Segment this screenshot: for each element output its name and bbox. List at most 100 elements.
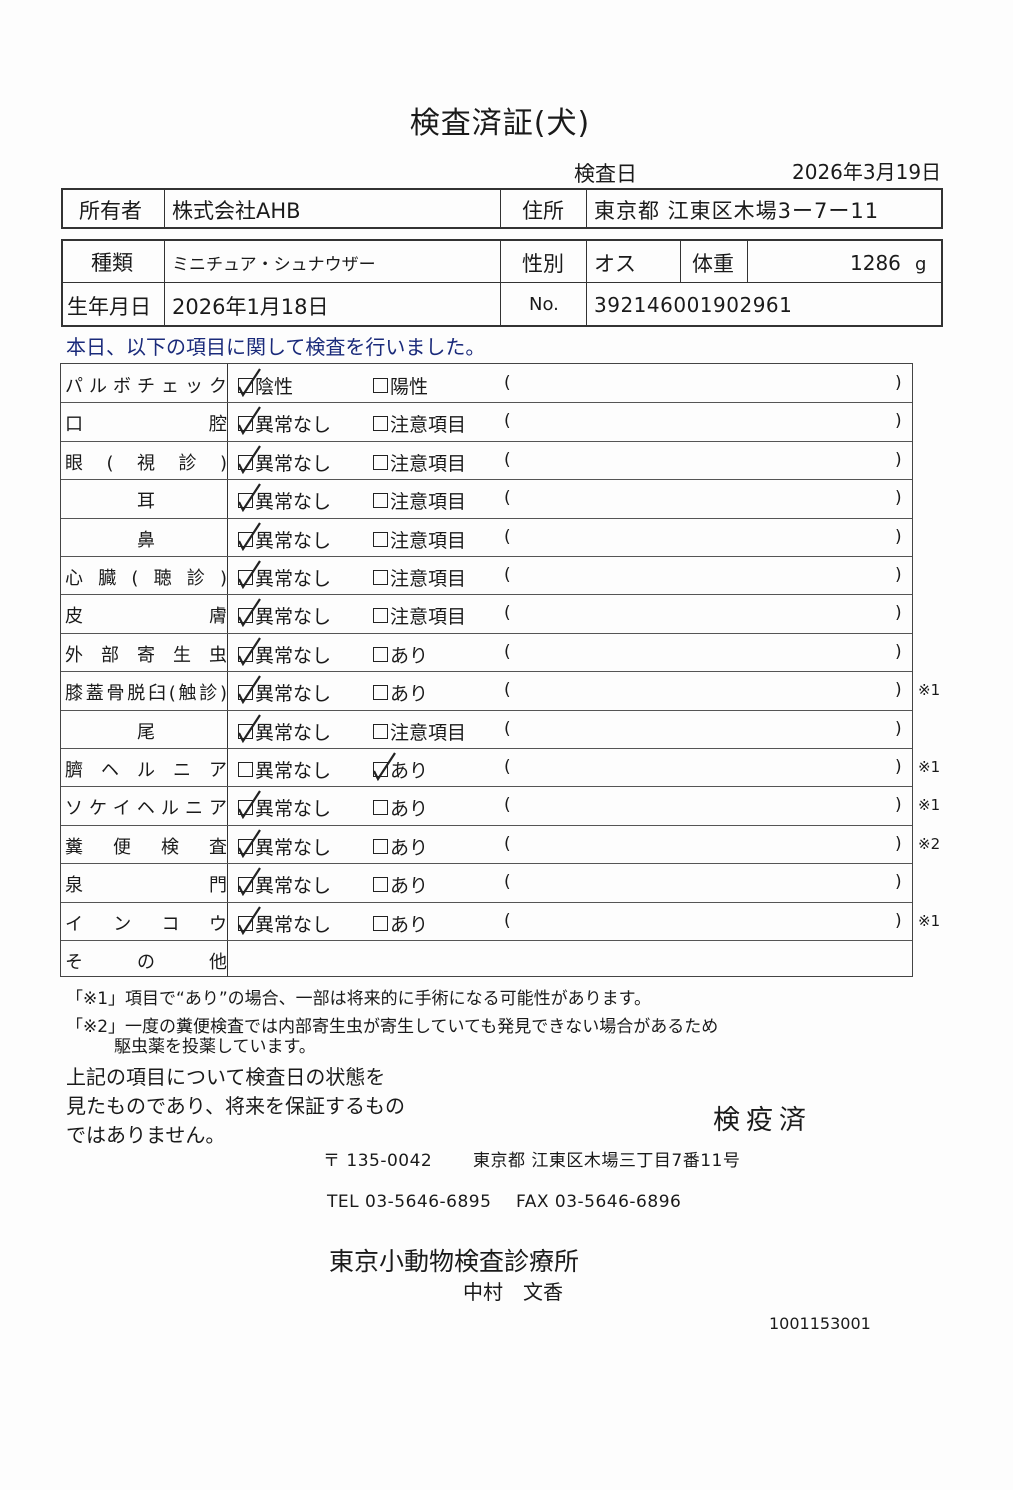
remarks-open-paren: ( bbox=[504, 488, 511, 509]
remarks-close-paren: ) bbox=[895, 411, 902, 432]
footnote-1: 「※1」項目で“あり”の場合、一部は将来的に手術になる可能性があります。 bbox=[66, 989, 651, 1009]
exam-row: 口腔 異常なし 注意項目 () bbox=[61, 402, 912, 442]
check-mark-icon bbox=[238, 713, 261, 743]
remarks-close-paren: ) bbox=[895, 795, 902, 816]
other-label: その他 bbox=[65, 952, 227, 973]
exam-row: 鼻 異常なし 注意項目 () bbox=[61, 518, 912, 557]
option-normal[interactable]: 異常なし bbox=[238, 560, 331, 591]
option-abnormal[interactable]: 注意項目 bbox=[373, 564, 466, 591]
checkbox[interactable] bbox=[238, 675, 261, 705]
exam-item-label: 外部寄生虫 bbox=[65, 644, 227, 666]
option-abnormal[interactable]: 陽性 bbox=[373, 372, 428, 399]
option-abnormal[interactable]: あり bbox=[373, 752, 429, 783]
checkbox[interactable] bbox=[373, 531, 388, 547]
checkbox[interactable] bbox=[238, 637, 261, 666]
remarks-close-paren: ) bbox=[895, 565, 902, 585]
checkbox[interactable] bbox=[373, 877, 388, 893]
option-abnormal[interactable]: 注意項目 bbox=[373, 526, 466, 553]
checkbox[interactable] bbox=[373, 378, 388, 393]
checkbox[interactable] bbox=[238, 713, 261, 743]
option-label: 異常なし bbox=[255, 875, 332, 898]
checkbox[interactable] bbox=[238, 762, 253, 777]
checkbox[interactable] bbox=[238, 867, 261, 897]
checkbox[interactable] bbox=[373, 493, 388, 509]
option-abnormal[interactable]: あり bbox=[373, 910, 428, 937]
option-label: 注意項目 bbox=[390, 721, 467, 744]
option-abnormal[interactable]: 注意項目 bbox=[373, 487, 466, 514]
exam-item-label: 尾 bbox=[137, 721, 155, 743]
check-mark-icon bbox=[238, 637, 261, 666]
checkbox[interactable] bbox=[373, 838, 388, 854]
option-normal[interactable]: 異常なし bbox=[238, 445, 331, 476]
option-normal[interactable]: 異常なし bbox=[238, 598, 331, 629]
option-label: あり bbox=[390, 644, 429, 667]
remarks-close-paren: ) bbox=[895, 373, 902, 393]
option-label: あり bbox=[390, 683, 429, 706]
checkbox[interactable] bbox=[373, 416, 388, 432]
checkbox[interactable] bbox=[373, 800, 388, 816]
option-abnormal[interactable]: あり bbox=[373, 679, 428, 706]
disclaimer-line: ではありません。 bbox=[66, 1123, 226, 1147]
option-abnormal[interactable]: あり bbox=[373, 833, 428, 860]
option-normal[interactable]: 異常なし bbox=[238, 675, 331, 706]
checkbox[interactable] bbox=[238, 483, 261, 513]
option-normal[interactable]: 異常なし bbox=[238, 905, 331, 937]
sex-value: オス bbox=[594, 252, 636, 276]
option-label: あり bbox=[390, 875, 429, 898]
option-normal[interactable]: 異常なし bbox=[238, 637, 331, 668]
exam-item-label: 耳 bbox=[137, 491, 155, 513]
no-value: 392146001902961 bbox=[594, 293, 793, 317]
owner-value: 株式会社AHB bbox=[172, 199, 301, 223]
option-normal[interactable]: 異常なし bbox=[238, 406, 331, 437]
option-normal[interactable]: 異常なし bbox=[238, 521, 331, 553]
option-abnormal[interactable]: 注意項目 bbox=[373, 449, 466, 476]
option-normal[interactable]: 異常なし bbox=[238, 829, 331, 860]
option-normal[interactable]: 陰性 bbox=[238, 368, 293, 399]
option-normal[interactable]: 異常なし bbox=[238, 756, 331, 783]
checkbox[interactable] bbox=[238, 445, 261, 474]
checkbox[interactable] bbox=[238, 406, 261, 436]
option-abnormal[interactable]: 注意項目 bbox=[373, 602, 466, 629]
remarks-open-paren: ( bbox=[504, 910, 511, 931]
checkbox[interactable] bbox=[238, 560, 261, 589]
checkbox[interactable] bbox=[373, 723, 388, 739]
checkbox[interactable] bbox=[238, 598, 261, 628]
checkbox[interactable] bbox=[238, 905, 261, 935]
checkbox[interactable] bbox=[373, 915, 388, 931]
option-abnormal[interactable]: 注意項目 bbox=[373, 718, 466, 745]
checkbox[interactable] bbox=[373, 454, 388, 470]
checkbox[interactable] bbox=[373, 752, 396, 781]
owner-label: 所有者 bbox=[79, 199, 142, 223]
option-normal[interactable]: 異常なし bbox=[238, 483, 332, 514]
checkbox[interactable] bbox=[238, 521, 261, 551]
checkbox[interactable] bbox=[373, 646, 388, 662]
remarks-close-paren: ) bbox=[895, 757, 902, 777]
checkbox[interactable] bbox=[238, 790, 261, 820]
option-normal[interactable]: 異常なし bbox=[238, 713, 332, 745]
exam-item-label: 糞便検査 bbox=[65, 836, 227, 858]
checkbox[interactable] bbox=[238, 829, 261, 858]
option-label: 異常なし bbox=[255, 491, 332, 514]
remarks-open-paren: ( bbox=[504, 757, 511, 777]
address-value: 東京都 江東区木場3ー7ー11 bbox=[594, 199, 880, 223]
exam-item-label: パルボチェック bbox=[65, 376, 227, 397]
checkbox[interactable] bbox=[238, 368, 261, 397]
checkbox[interactable] bbox=[373, 608, 388, 624]
clinic-address: 東京都 江東区木場三丁目7番11号 bbox=[473, 1151, 741, 1171]
option-label: 異常なし bbox=[255, 721, 332, 744]
exam-row: 皮膚 異常なし 注意項目 () bbox=[61, 594, 912, 634]
option-abnormal[interactable]: あり bbox=[373, 871, 428, 898]
option-normal[interactable]: 異常なし bbox=[238, 790, 331, 821]
option-label: あり bbox=[390, 760, 429, 782]
option-abnormal[interactable]: 注意項目 bbox=[373, 410, 466, 437]
check-mark-icon bbox=[238, 675, 261, 705]
exam-item-label: ソケイヘルニア bbox=[65, 798, 227, 820]
option-label: あり bbox=[390, 913, 429, 936]
disclaimer-line: 見たものであり、将来を保証するもの bbox=[66, 1094, 405, 1118]
remarks-close-paren: ) bbox=[895, 718, 902, 739]
option-abnormal[interactable]: あり bbox=[373, 794, 428, 821]
option-normal[interactable]: 異常なし bbox=[238, 867, 332, 898]
checkbox[interactable] bbox=[373, 570, 388, 585]
checkbox[interactable] bbox=[373, 685, 388, 701]
option-abnormal[interactable]: あり bbox=[373, 641, 428, 668]
